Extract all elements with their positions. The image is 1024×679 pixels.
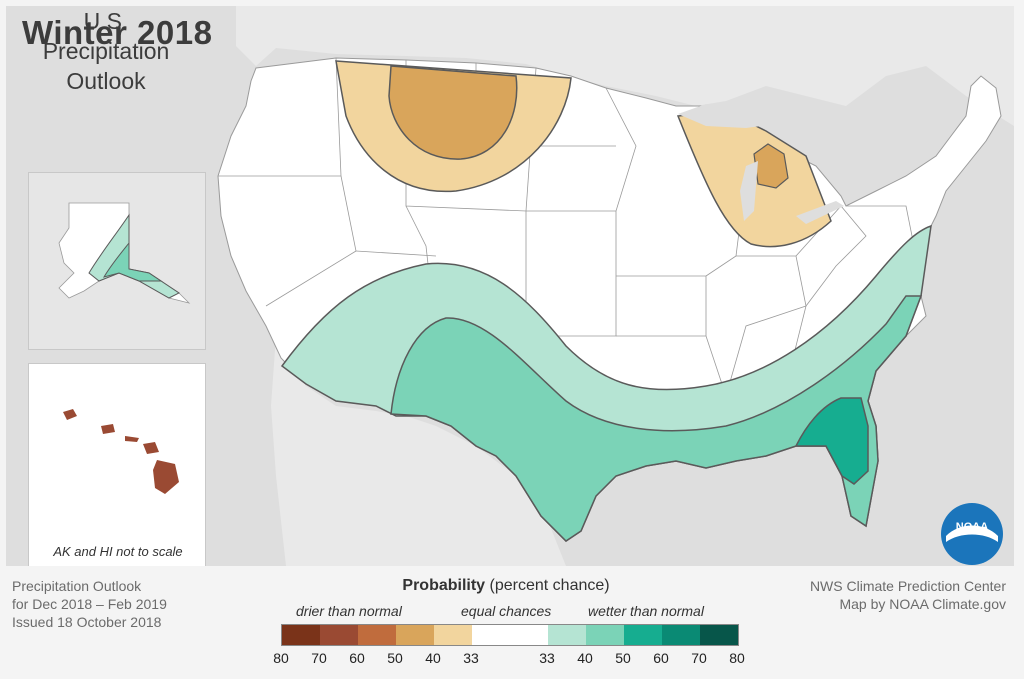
legend-title-rest: (percent chance)	[485, 577, 610, 594]
legend-tick-label: 33	[463, 650, 479, 666]
legend-swatch	[586, 625, 624, 645]
legend-swatch	[320, 625, 358, 645]
map-subtitle: U.S. Precipitation Outlook	[6, 6, 206, 96]
legend-swatch	[396, 625, 434, 645]
legend-tick-label: 80	[729, 650, 745, 666]
alaska-wetter-40-50	[102, 241, 163, 282]
footer-left-line-3: Issued 18 October 2018	[12, 614, 162, 630]
inset-scale-note: AK and HI not to scale	[53, 544, 183, 559]
subtitle-line-3: Outlook	[66, 68, 146, 94]
footer-right-line-2: Map by NOAA Climate.gov	[839, 596, 1006, 612]
map-panel: Winter 2018 U.S. Precipitation Outlook A	[6, 6, 1014, 566]
subtitle-line-2: Precipitation	[42, 38, 170, 64]
legend-tick-label: 40	[577, 650, 593, 666]
hawaii-island-maui	[143, 442, 159, 454]
hawaii-island-molokai	[125, 436, 139, 442]
wetter-region-southeast-50-60	[794, 397, 869, 485]
map-title: Winter 2018	[22, 14, 213, 51]
lake-michigan	[740, 161, 758, 221]
lake-erie	[796, 201, 844, 224]
legend-title: Probability (percent chance)	[266, 577, 746, 595]
legend-swatch	[700, 625, 738, 645]
legend-tick-label: 80	[273, 650, 289, 666]
legend-tick-label: 60	[349, 650, 365, 666]
contiguous-us-map	[217, 6, 1014, 566]
legend-title-bold: Probability	[402, 577, 486, 594]
legend-swatch	[548, 625, 586, 645]
footer-left-line-2: for Dec 2018 – Feb 2019	[12, 596, 167, 612]
probability-legend: Probability (percent chance) drier than …	[266, 577, 756, 677]
noaa-logo-text: NOAA	[956, 521, 988, 533]
noaa-logo: NOAA	[941, 503, 1003, 565]
legend-color-bar	[281, 624, 739, 646]
outlook-info: Precipitation Outlook for Dec 2018 – Feb…	[12, 577, 167, 631]
legend-tick-label: 60	[653, 650, 669, 666]
legend-tick-label: 33	[539, 650, 555, 666]
drier-region-michigan-40-50	[753, 143, 789, 189]
legend-tick-label: 40	[425, 650, 441, 666]
legend-tick-label: 70	[691, 650, 707, 666]
legend-wetter-label: wetter than normal	[588, 603, 704, 619]
drier-region-northern-plains-40-50	[388, 65, 518, 160]
canada-landmass	[236, 6, 1014, 126]
legend-swatch	[282, 625, 320, 645]
alaska-map	[29, 173, 205, 349]
subtitle-line-1: U.S.	[83, 8, 129, 34]
footer-left-line-1: Precipitation Outlook	[12, 578, 142, 594]
hawaii-inset: AK and HI not to scale	[28, 363, 206, 566]
footer-right-line-1: NWS Climate Prediction Center	[809, 578, 1006, 594]
legend-swatch	[434, 625, 472, 645]
legend-swatch	[510, 625, 548, 645]
mexico-landmass	[271, 336, 566, 566]
hawaii-island-kauai	[63, 409, 77, 420]
alaska-inset	[28, 172, 206, 350]
hawaii-island-hawaii	[153, 460, 179, 494]
legend-drier-label: drier than normal	[296, 603, 402, 619]
hawaii-map	[63, 409, 179, 494]
hawaii-island-oahu	[101, 424, 115, 434]
alaska-wetter-33-40	[88, 213, 180, 299]
legend-swatch	[662, 625, 700, 645]
legend-equal-label: equal chances	[461, 603, 552, 619]
wetter-region-south-40-50	[390, 295, 923, 542]
legend-swatch	[624, 625, 662, 645]
legend-tick-label: 50	[615, 650, 631, 666]
legend-swatch	[472, 625, 510, 645]
credits: NWS Climate Prediction Center Map by NOA…	[810, 577, 1006, 613]
legend-tick-label: 50	[387, 650, 403, 666]
legend-tick-label: 70	[311, 650, 327, 666]
lake-superior	[678, 104, 776, 128]
legend-swatch	[358, 625, 396, 645]
